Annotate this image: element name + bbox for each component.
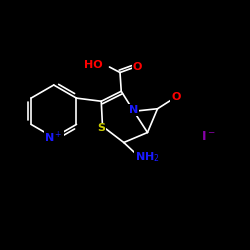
Text: HO: HO [84,60,102,70]
Text: S: S [97,123,105,133]
Text: N$^+$: N$^+$ [44,130,63,145]
Text: O: O [132,62,142,72]
Text: O: O [171,92,180,102]
Text: NH$_2$: NH$_2$ [135,150,159,164]
Text: N: N [129,105,138,115]
Text: I$^-$: I$^-$ [201,130,216,143]
